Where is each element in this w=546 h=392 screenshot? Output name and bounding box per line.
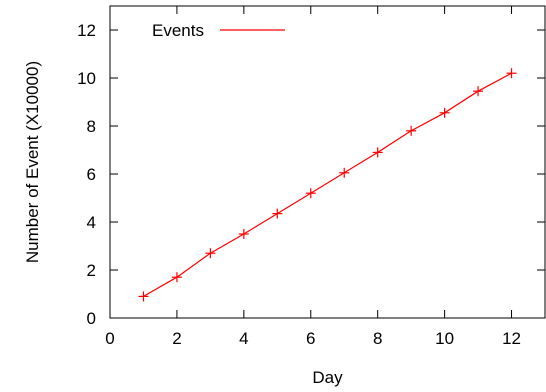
x-tick-label: 10 [435,329,454,348]
data-point [406,125,417,136]
axis-ticks: 0 2 4 6 8 10 12 0 2 4 6 8 10 12 [77,6,545,348]
x-tick-label: 4 [239,329,248,348]
data-point [171,272,182,283]
plot-frame [109,5,546,319]
legend-label: Events [152,21,204,40]
x-tick-label: 0 [105,329,114,348]
series-layer [138,68,517,302]
x-tick-label: 6 [306,329,315,348]
y-tick-label: 6 [87,165,96,184]
x-tick-label: 8 [373,329,382,348]
y-tick-label: 12 [77,21,96,40]
y-tick-label: 2 [87,261,96,280]
y-tick-label: 4 [87,213,96,232]
data-point [473,86,484,97]
data-point [439,107,450,118]
data-point [506,68,517,79]
x-tick-label: 12 [502,329,521,348]
data-point [272,208,283,219]
y-tick-label: 8 [87,117,96,136]
y-tick-label: 0 [87,309,96,328]
series-line-events [143,72,512,297]
y-tick-label: 10 [77,69,96,88]
data-point [372,147,383,158]
x-tick-label: 2 [172,329,181,348]
y-axis-label: Number of Event (X10000) [23,61,42,263]
x-axis-label: Day [312,368,343,387]
data-point [305,188,316,199]
data-point [238,229,249,239]
data-point [138,291,149,302]
data-point [205,248,216,259]
data-point [339,167,350,178]
legend: Events [152,21,285,40]
